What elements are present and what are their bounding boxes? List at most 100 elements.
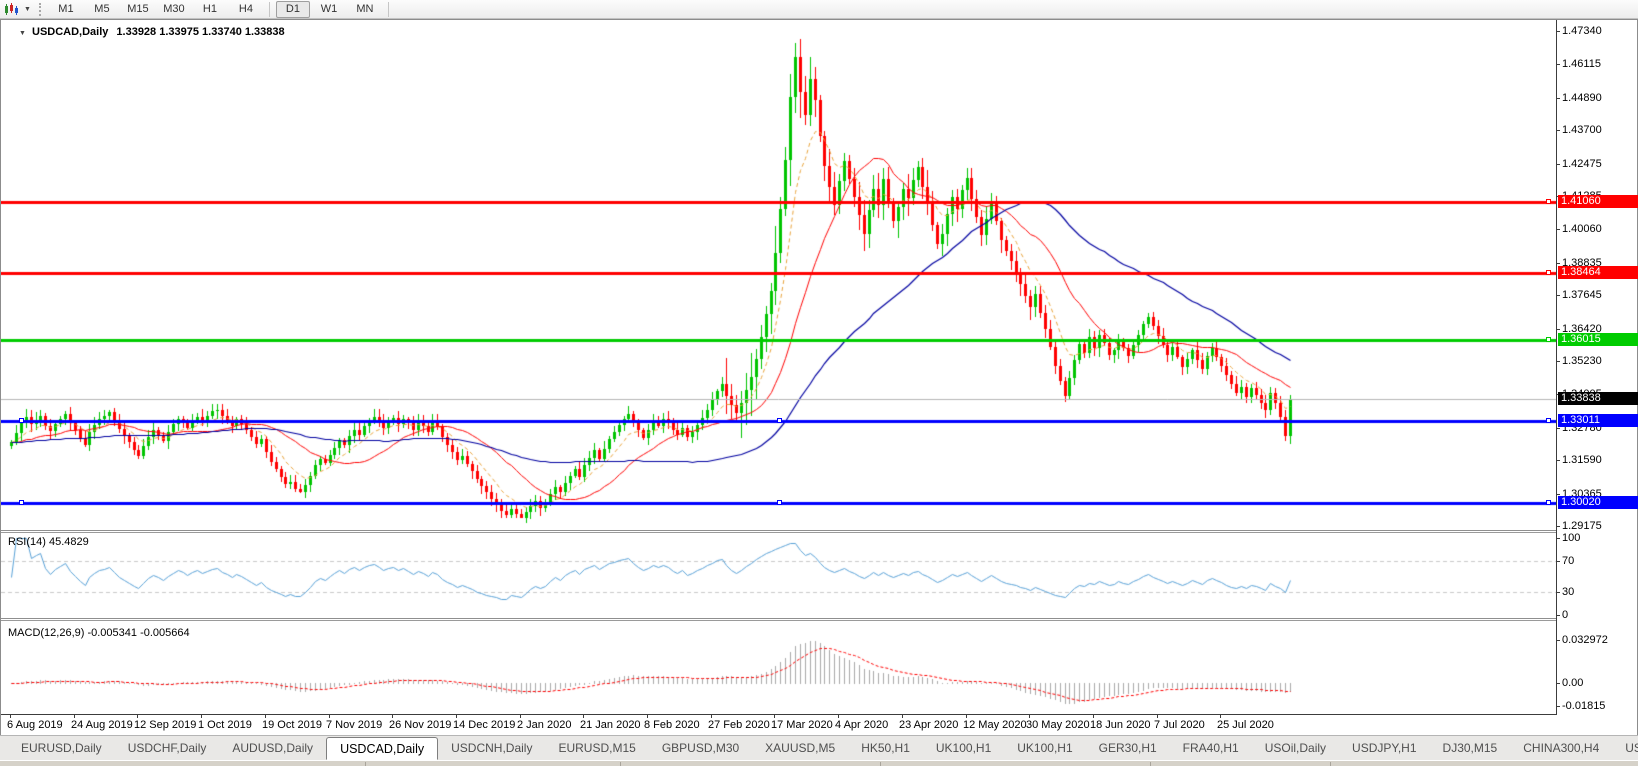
hline-price-tag: 1.38464 bbox=[1558, 266, 1638, 279]
date-label: 21 Jan 2020 bbox=[580, 719, 641, 731]
timeframe-button-d1[interactable]: D1 bbox=[275, 0, 310, 18]
price-axis-line bbox=[1556, 20, 1557, 715]
rsi-tick bbox=[1556, 561, 1560, 562]
chart-tab-xauusd-m5[interactable]: XAUUSD,M5 bbox=[765, 741, 836, 755]
hline-price-tag: 1.30020 bbox=[1558, 496, 1638, 509]
macd-indicator-pane[interactable] bbox=[1, 622, 1556, 714]
price-tick bbox=[1556, 31, 1560, 32]
timeframe-button-m30[interactable]: M30 bbox=[163, 2, 185, 15]
rsi-tick-label: 0 bbox=[1562, 609, 1569, 621]
timeframe-button-m5[interactable]: M5 bbox=[94, 2, 110, 15]
chart-tab-usdchf-daily[interactable]: USDCHF,Daily bbox=[127, 741, 207, 755]
price-tick-label: 1.40060 bbox=[1562, 223, 1602, 235]
price-tick-label: 1.44890 bbox=[1562, 92, 1602, 104]
price-tick-label: 1.36420 bbox=[1562, 323, 1602, 335]
chart-tab-usoil-h[interactable]: USOil,H bbox=[1625, 741, 1638, 755]
date-tick bbox=[647, 714, 648, 718]
chart-title: ▼ USDCAD,Daily 1.33928 1.33975 1.33740 1.… bbox=[16, 26, 285, 38]
chart-tab-bar: EURUSD,Daily USDCHF,Daily AUDUSD,Daily USDC… bbox=[0, 735, 1638, 760]
chart-tool-icon[interactable] bbox=[4, 2, 19, 16]
price-tick bbox=[1556, 526, 1560, 527]
date-tick bbox=[520, 714, 521, 718]
main-price-chart[interactable] bbox=[1, 20, 1556, 531]
chart-tab-china300-h4[interactable]: CHINA300,H4 bbox=[1523, 741, 1600, 755]
price-tick-label: 1.47340 bbox=[1562, 25, 1602, 37]
price-tick-label: 1.38835 bbox=[1562, 257, 1602, 269]
candlestick-tool-glyph bbox=[5, 2, 18, 15]
hline-handle[interactable] bbox=[777, 500, 782, 505]
chart-tab-fra40-h1[interactable]: FRA40,H1 bbox=[1182, 741, 1239, 755]
rsi-tick-label: 70 bbox=[1562, 555, 1575, 567]
chart-tab-audusd-daily[interactable]: AUDUSD,Daily bbox=[232, 741, 314, 755]
toolbar-grip[interactable] bbox=[38, 2, 43, 16]
date-tick bbox=[1220, 714, 1221, 718]
oneclick-collapse-icon[interactable]: ▼ bbox=[19, 30, 26, 37]
date-label: 7 Jul 2020 bbox=[1154, 719, 1205, 731]
date-label: 12 May 2020 bbox=[963, 719, 1027, 731]
macd-tick-label: 0.00 bbox=[1562, 677, 1584, 689]
hline-handle[interactable] bbox=[19, 500, 24, 505]
pane-splitter-rsi[interactable] bbox=[1, 530, 1556, 533]
date-tick bbox=[966, 714, 967, 718]
tool-dropdown-caret[interactable]: ▼ bbox=[24, 5, 31, 13]
chart-tab-dj30-m15[interactable]: DJ30,M15 bbox=[1442, 741, 1498, 755]
chart-tab-uk100-h1[interactable]: UK100,H1 bbox=[935, 741, 992, 755]
date-label: 18 Jun 2020 bbox=[1090, 719, 1151, 731]
rsi-indicator-pane[interactable] bbox=[1, 534, 1556, 619]
date-tick bbox=[711, 714, 712, 718]
chart-tab-uk100-h1[interactable]: UK100,H1 bbox=[1017, 741, 1073, 755]
timeframe-button-h1[interactable]: H1 bbox=[202, 2, 217, 15]
price-tick-label: 1.35230 bbox=[1562, 355, 1602, 367]
chart-tab-hk50-h1[interactable]: HK50,H1 bbox=[861, 741, 910, 755]
status-bar bbox=[0, 760, 1638, 766]
chart-tab-usoil-daily[interactable]: USOil,Daily bbox=[1264, 741, 1327, 755]
date-tick bbox=[392, 714, 393, 718]
price-tick bbox=[1556, 130, 1560, 131]
chart-tab-eurusd-daily[interactable]: EURUSD,Daily bbox=[21, 741, 102, 755]
date-tick bbox=[329, 714, 330, 718]
hline-handle[interactable] bbox=[1546, 500, 1551, 505]
hline-handle[interactable] bbox=[1546, 270, 1551, 275]
date-label: 8 Feb 2020 bbox=[644, 719, 700, 731]
hline-handle[interactable] bbox=[777, 418, 782, 423]
rsi-tick bbox=[1556, 592, 1560, 593]
chart-tab-eurusd-m15[interactable]: EURUSD,M15 bbox=[558, 741, 636, 755]
price-tick bbox=[1556, 428, 1560, 429]
date-label: 24 Aug 2019 bbox=[71, 719, 133, 731]
date-tick bbox=[201, 714, 202, 718]
chart-tab-gbpusd-m30[interactable]: GBPUSD,M30 bbox=[661, 741, 740, 755]
timeframe-button-w1[interactable]: W1 bbox=[320, 2, 338, 15]
rsi-tick-label: 100 bbox=[1562, 532, 1581, 544]
macd-tick bbox=[1556, 640, 1560, 641]
date-label: 19 Oct 2019 bbox=[262, 719, 322, 731]
timeframe-button-mn[interactable]: MN bbox=[356, 2, 374, 15]
macd-tick bbox=[1556, 683, 1560, 684]
timeframe-button-m15[interactable]: M15 bbox=[127, 2, 149, 15]
date-tick bbox=[902, 714, 903, 718]
date-tick bbox=[1157, 714, 1158, 718]
hline-price-tag: 1.33011 bbox=[1558, 414, 1638, 427]
chart-symbol-label: USDCAD,Daily bbox=[32, 26, 109, 38]
hline-handle[interactable] bbox=[1546, 337, 1551, 342]
rsi-label: RSI(14) 45.4829 bbox=[8, 536, 89, 548]
date-label: 2 Jan 2020 bbox=[517, 719, 572, 731]
date-tick bbox=[1029, 714, 1030, 718]
price-tick bbox=[1556, 494, 1560, 495]
hline-handle[interactable] bbox=[1546, 418, 1551, 423]
timeframe-button-m1[interactable]: M1 bbox=[58, 2, 74, 15]
price-tick-label: 1.30365 bbox=[1562, 488, 1602, 500]
chart-tab-usdjpy-h1[interactable]: USDJPY,H1 bbox=[1352, 741, 1417, 755]
price-tick bbox=[1556, 361, 1560, 362]
chart-tab-ger30-h1[interactable]: GER30,H1 bbox=[1098, 741, 1157, 755]
date-label: 14 Dec 2019 bbox=[453, 719, 516, 731]
date-label: 27 Feb 2020 bbox=[708, 719, 770, 731]
hline-handle[interactable] bbox=[1546, 199, 1551, 204]
pane-splitter-macd[interactable] bbox=[1, 618, 1556, 621]
timeframe-button-h4[interactable]: H4 bbox=[238, 2, 253, 15]
timeframe-toolbar: M1 M5 M15 M30 H1 H4 D1 W1 MN bbox=[48, 0, 394, 18]
chart-tab-usdcad-daily[interactable]: USDCAD,Daily bbox=[326, 737, 439, 760]
date-tick bbox=[1093, 714, 1094, 718]
hline-handle[interactable] bbox=[19, 418, 24, 423]
macd-label: MACD(12,26,9) -0.005341 -0.005664 bbox=[8, 627, 190, 639]
chart-tab-usdcnh-daily[interactable]: USDCNH,Daily bbox=[451, 741, 533, 755]
